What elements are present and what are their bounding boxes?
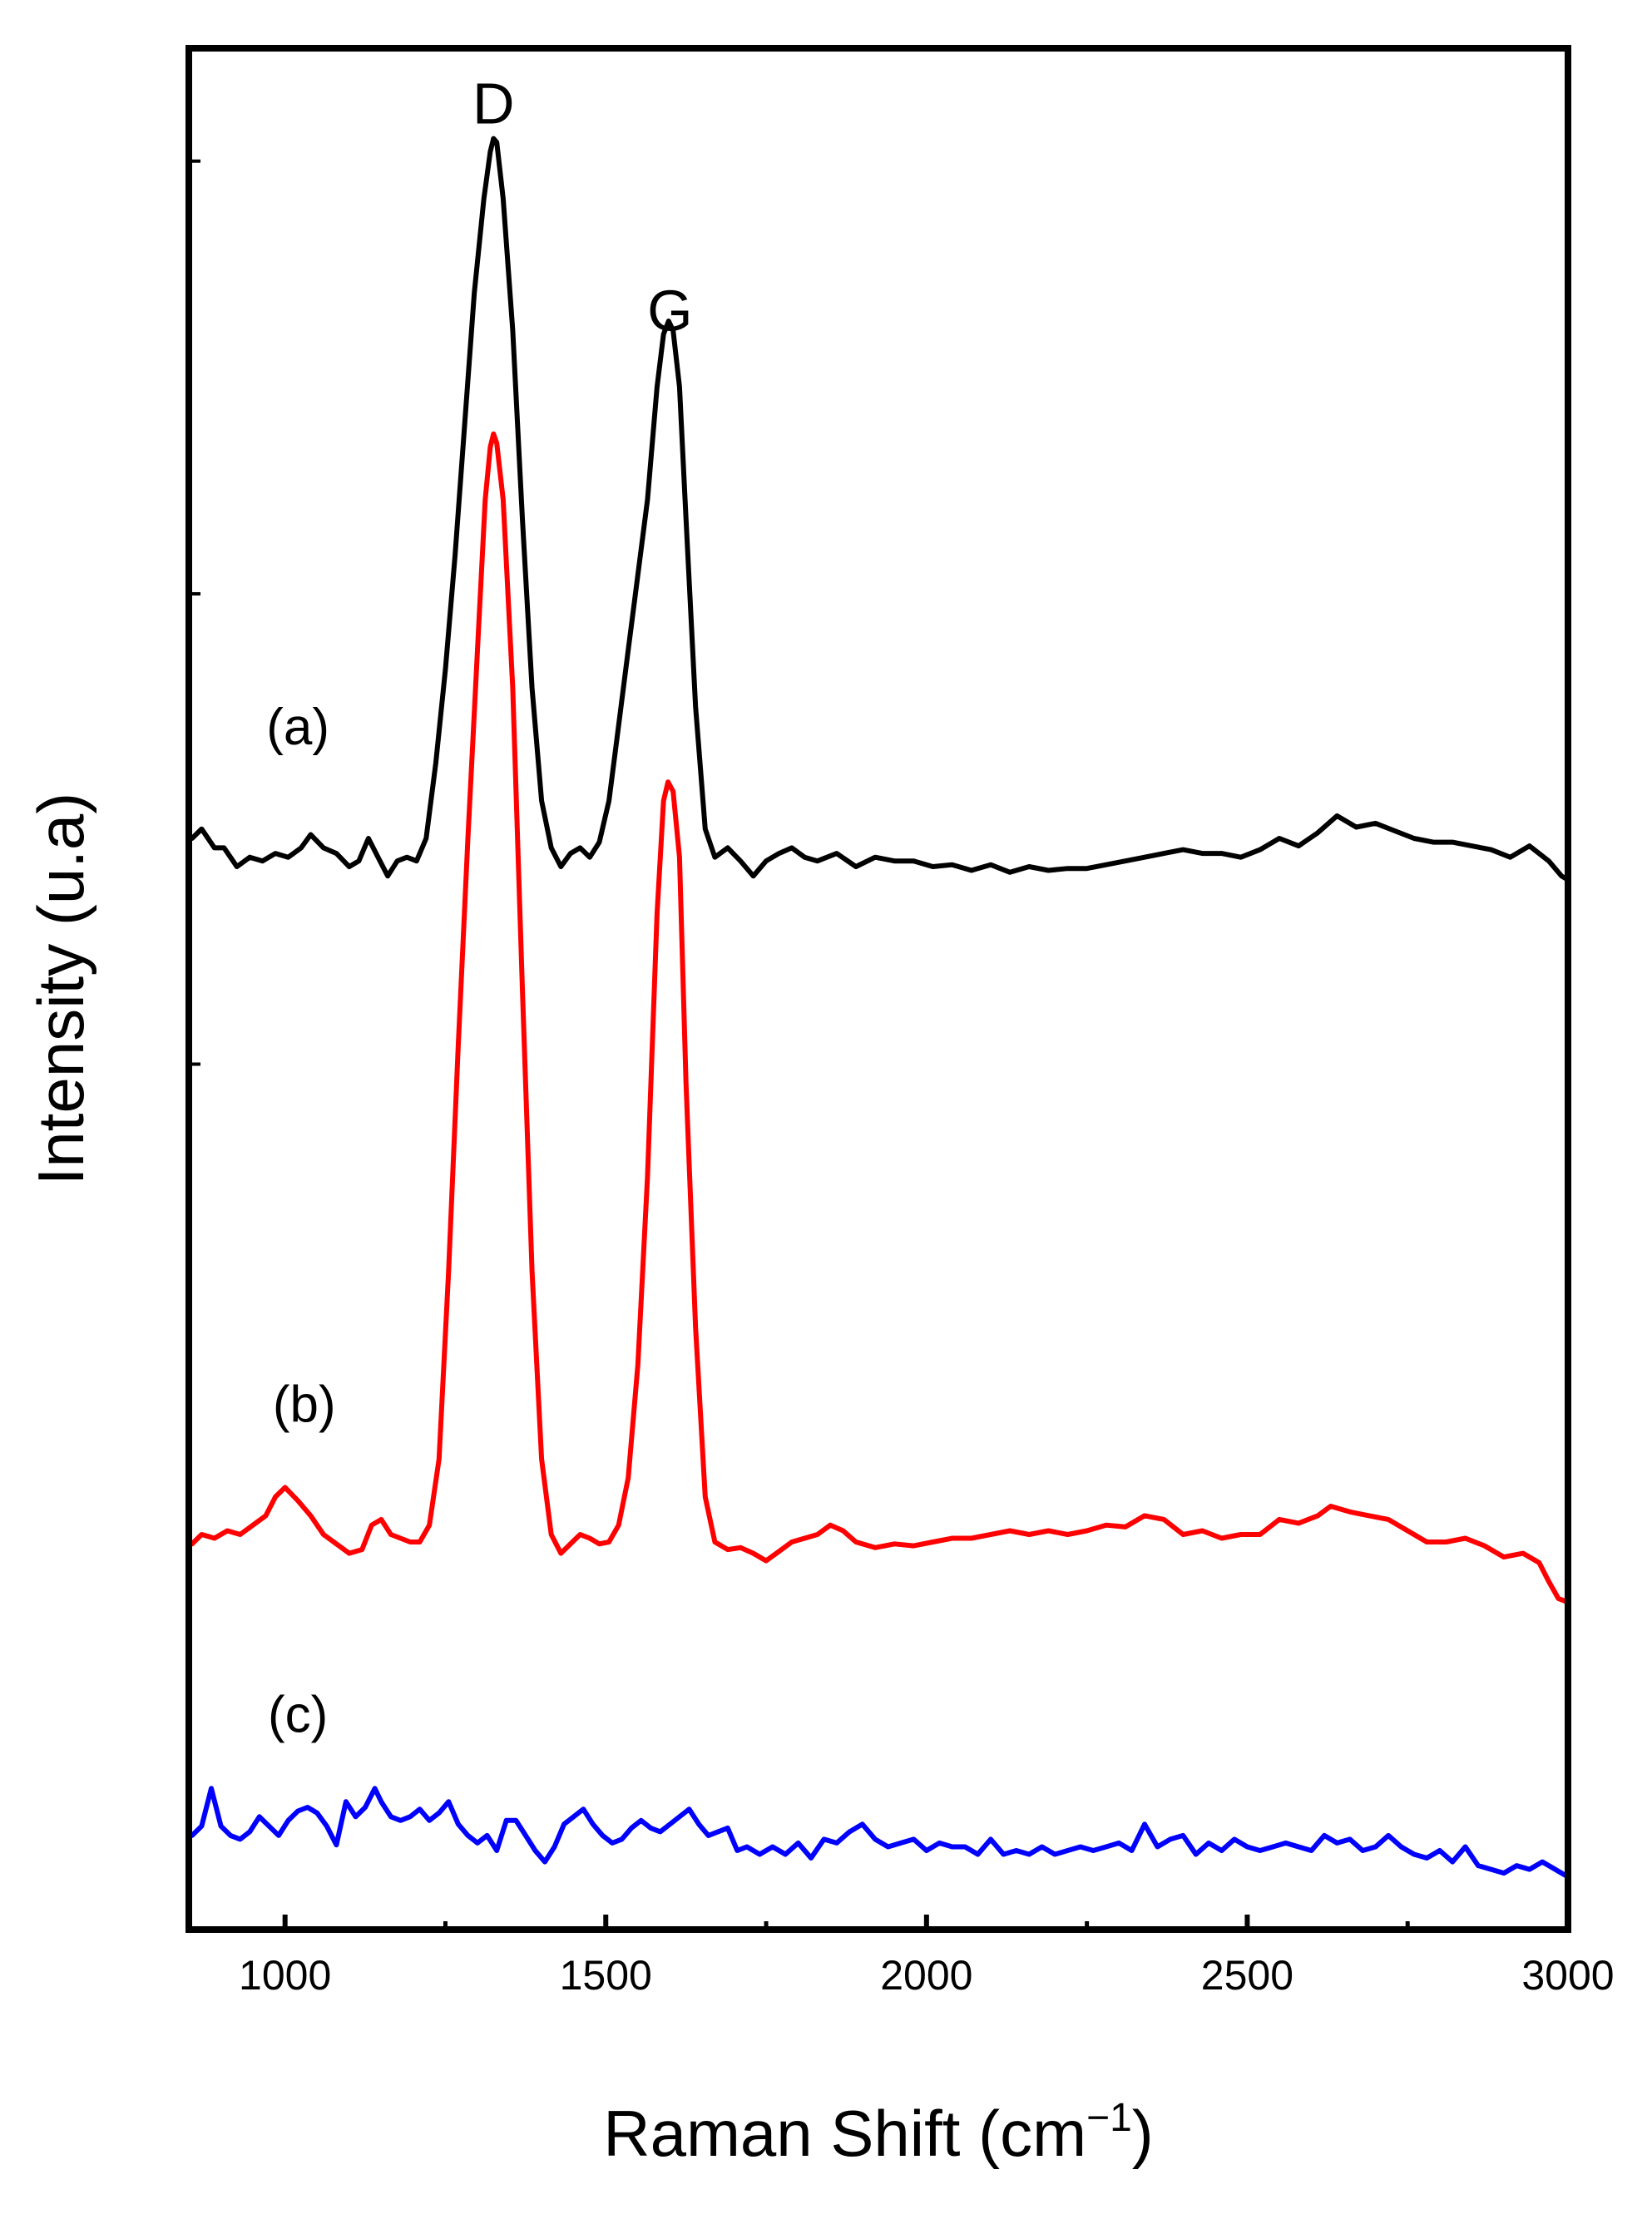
x-axis-label-exponent: −1 [1086, 2096, 1132, 2140]
annotation-layer: D G (a) (b) (c) [266, 71, 692, 1743]
x-axis-label: Raman Shift (cm−1) [603, 2096, 1154, 2170]
peak-label: D [472, 71, 515, 136]
peak-label: G [647, 278, 692, 343]
x-axis-label-main: Raman Shift (cm [603, 2097, 1086, 2170]
series-line-c [189, 1786, 1570, 1880]
plot-frame [185, 45, 1571, 1933]
curve-label: (c) [268, 1686, 328, 1743]
x-tick-label: 3000 [1521, 1952, 1614, 1999]
tick-layer: 1000 1500 2000 2500 3000 [189, 159, 1615, 1999]
x-axis-label-close: ) [1132, 2097, 1154, 2170]
x-tick-label: 1500 [560, 1952, 652, 1999]
curve-label: (b) [273, 1376, 336, 1433]
x-tick-label: 1000 [239, 1952, 331, 1999]
x-tick-label: 2000 [880, 1952, 972, 1999]
y-axis-label: Intensity (u.a) [24, 793, 97, 1186]
series-line-b [189, 431, 1570, 1605]
series-layer [189, 136, 1570, 1880]
curve-label: (a) [266, 699, 329, 756]
x-tick-label: 2500 [1201, 1952, 1293, 1999]
series-line-a [189, 136, 1570, 882]
